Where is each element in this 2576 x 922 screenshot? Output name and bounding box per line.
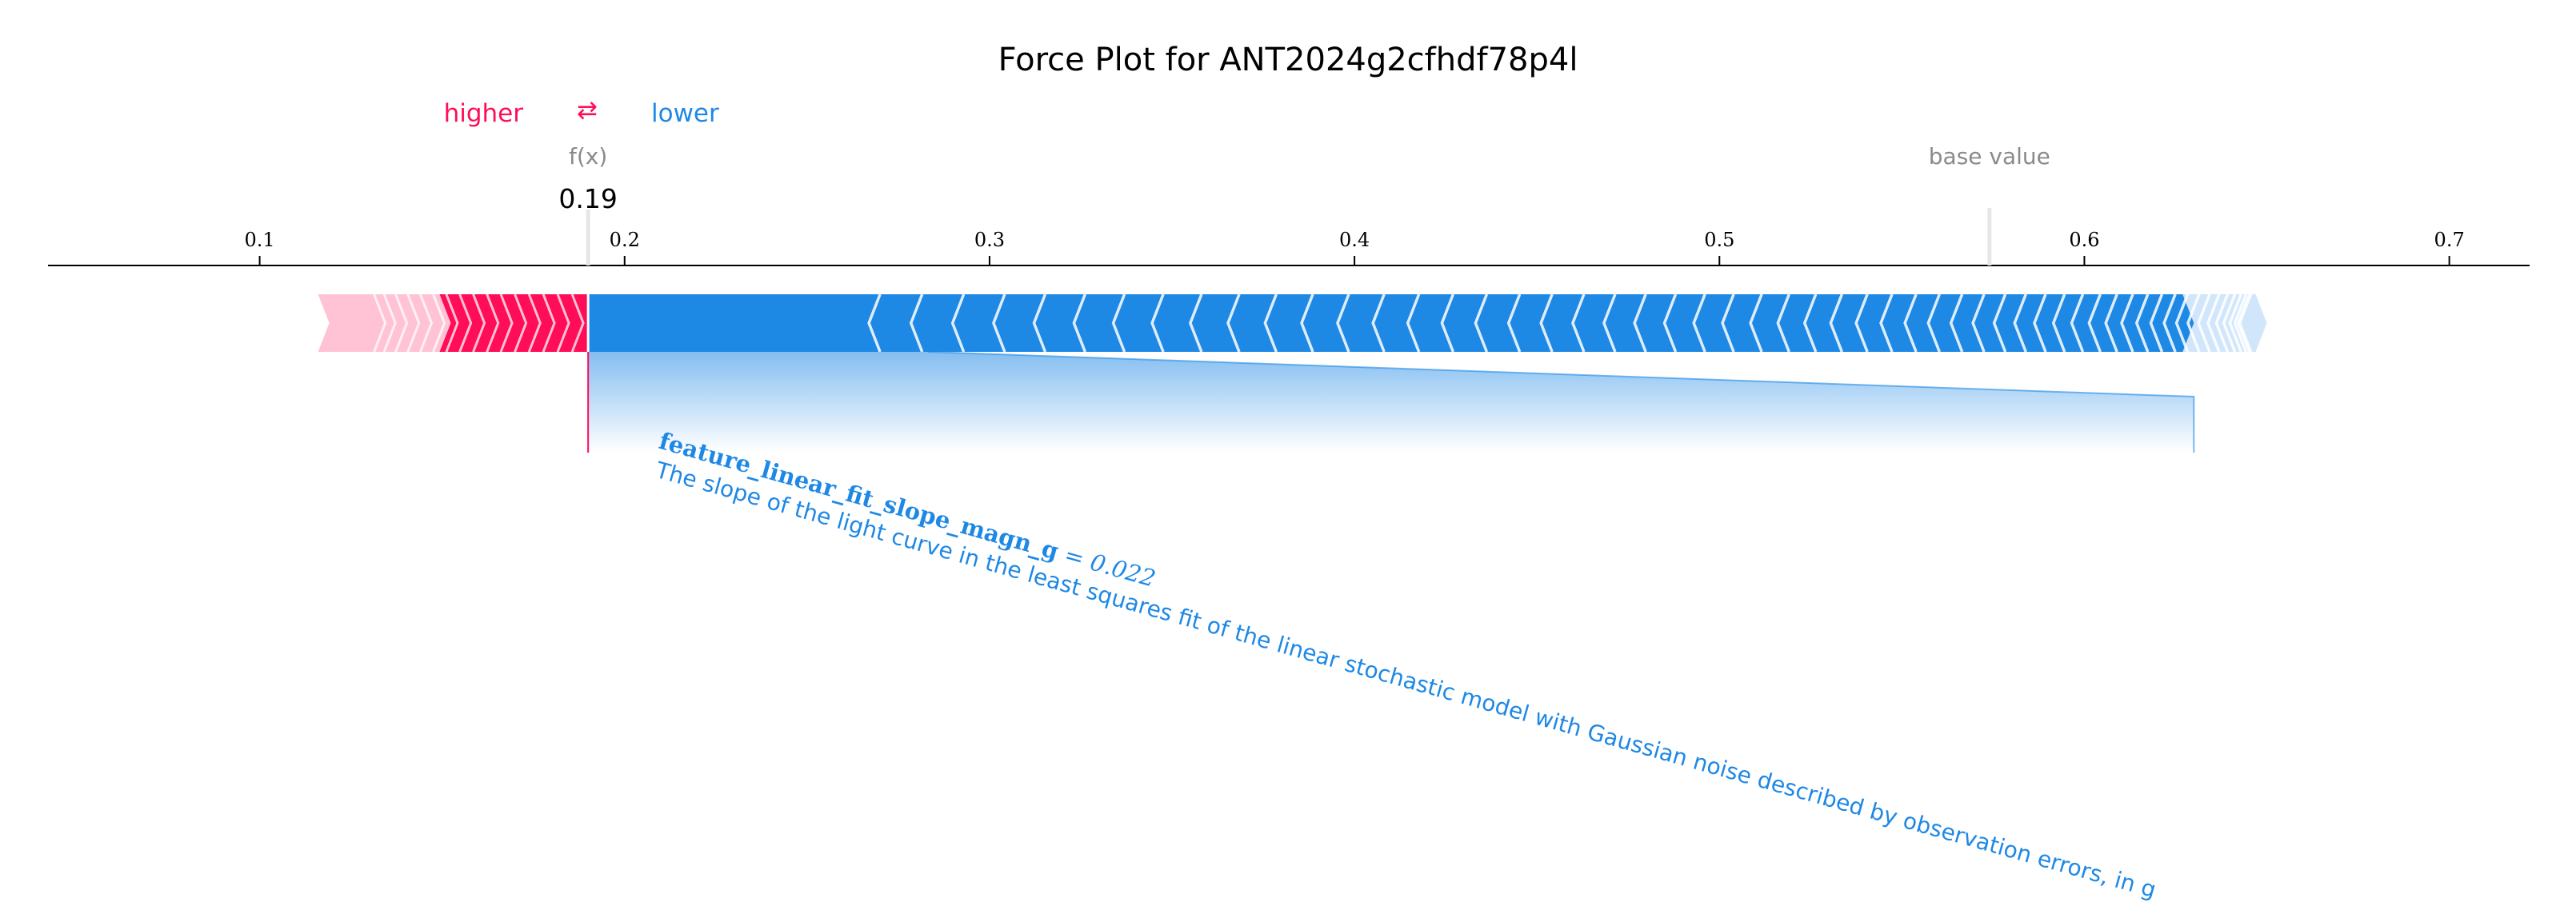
negative-chevron bbox=[1263, 293, 1278, 353]
negative-chevron bbox=[1802, 293, 1818, 353]
positive-chevron bbox=[556, 293, 570, 353]
negative-chevron bbox=[1602, 293, 1617, 353]
negative-chevron bbox=[1949, 293, 1964, 353]
negative-chevron bbox=[1992, 293, 2007, 353]
feature-description: The slope of the light curve in the leas… bbox=[652, 457, 2159, 904]
positive-chevron bbox=[432, 293, 446, 353]
negative-chevron bbox=[2222, 293, 2237, 353]
positive-chevron bbox=[570, 293, 585, 353]
negative-chevron bbox=[2134, 293, 2150, 353]
positive-chevron bbox=[419, 293, 434, 353]
x-tick-label: 0.7 bbox=[2434, 229, 2465, 251]
negative-chevron bbox=[1662, 293, 1678, 353]
negative-chevron bbox=[1879, 293, 1894, 353]
negative-chevron bbox=[1854, 293, 1869, 353]
negative-chevron bbox=[2238, 293, 2253, 353]
negative-chevron bbox=[1032, 293, 1047, 353]
positive-chevron bbox=[472, 293, 486, 353]
positive-chevron bbox=[394, 293, 409, 353]
negative-chevron bbox=[909, 293, 924, 353]
negative-chevron bbox=[2197, 293, 2211, 353]
positive-chevron bbox=[445, 293, 459, 353]
negative-chevron bbox=[1633, 293, 1647, 353]
negative-chevron bbox=[1072, 293, 1087, 353]
negative-chevron bbox=[1926, 293, 1941, 353]
negative-chevron bbox=[2228, 293, 2242, 353]
x-tick-label: 0.2 bbox=[610, 229, 640, 251]
negative-chevron bbox=[1539, 293, 1554, 353]
negative-chevron bbox=[1406, 293, 1421, 353]
negative-chevron bbox=[2149, 293, 2164, 353]
negative-chevron bbox=[2087, 293, 2102, 353]
base-value-label: base value bbox=[1929, 143, 2050, 170]
positive-bar bbox=[439, 294, 589, 352]
negative-chevron bbox=[1721, 293, 1735, 353]
negative-chevron bbox=[2186, 293, 2201, 353]
positive-chevron bbox=[382, 293, 397, 353]
negative-chevron bbox=[2051, 293, 2066, 353]
x-tick-label: 0.6 bbox=[2069, 229, 2099, 251]
negative-chevron bbox=[1971, 293, 1986, 353]
negative-chevron bbox=[1440, 293, 1455, 353]
negative-bar bbox=[588, 294, 2194, 352]
negative-chevron bbox=[2033, 293, 2047, 353]
x-tick-label: 0.1 bbox=[244, 229, 274, 251]
feature-annotation: feature_linear_fit_slope_magn_g = 0.022 … bbox=[652, 427, 2159, 903]
positive-chevron bbox=[373, 293, 387, 353]
legend-arrows-icon: ⇄ bbox=[577, 96, 598, 125]
negative-chevron bbox=[2174, 293, 2190, 353]
negative-chevron bbox=[1776, 293, 1790, 353]
negative-chevron bbox=[867, 293, 882, 353]
fx-value: 0.19 bbox=[558, 183, 617, 214]
negative-chevron bbox=[2214, 293, 2230, 353]
force-bars bbox=[318, 293, 2267, 453]
positive-chevron bbox=[486, 293, 500, 353]
negative-chevron bbox=[1188, 293, 1203, 353]
negative-chevron bbox=[1300, 293, 1314, 353]
negative-chevron bbox=[2104, 293, 2118, 353]
legend: higher ⇄ lower bbox=[444, 96, 719, 128]
negative-chevron bbox=[1829, 293, 1843, 353]
feature-contribution-outline bbox=[928, 351, 2195, 453]
fx-label: f(x) bbox=[569, 143, 607, 170]
positive-chevron bbox=[458, 293, 473, 353]
negative-chevron bbox=[2236, 293, 2251, 353]
negative-chevron bbox=[2070, 293, 2085, 353]
negative-chevron bbox=[1474, 293, 1489, 353]
legend-higher-label: higher bbox=[444, 99, 524, 128]
x-tick-label: 0.4 bbox=[1339, 229, 1370, 251]
negative-chevron bbox=[2206, 293, 2221, 353]
negative-chevron bbox=[1692, 293, 1706, 353]
negative-chevron bbox=[1506, 293, 1522, 353]
negative-chevron bbox=[1336, 293, 1350, 353]
positive-chevron bbox=[542, 293, 556, 353]
legend-lower-label: lower bbox=[651, 99, 719, 128]
negative-chevron bbox=[1111, 293, 1126, 353]
positive-chevron bbox=[406, 293, 421, 353]
negative-chevron bbox=[1150, 293, 1165, 353]
positive-chevron bbox=[527, 293, 542, 353]
positive-chevron bbox=[514, 293, 528, 353]
negative-chevron bbox=[950, 293, 966, 353]
chart-title: Force Plot for ANT2024g2cfhdf78p4l bbox=[998, 42, 1578, 78]
negative-chevron bbox=[1226, 293, 1241, 353]
positive-chevron bbox=[499, 293, 514, 353]
negative-chevron bbox=[2120, 293, 2134, 353]
negative-chevron bbox=[992, 293, 1006, 353]
x-axis: 0.1 0.2 0.3 0.4 0.5 0.6 0.7 bbox=[48, 208, 2530, 266]
negative-chevron bbox=[1903, 293, 1918, 353]
negative-chevron bbox=[1371, 293, 1386, 353]
negative-chevron bbox=[2162, 293, 2177, 353]
negative-chevron bbox=[2013, 293, 2027, 353]
negative-chevron bbox=[1571, 293, 1586, 353]
x-tick-label: 0.3 bbox=[974, 229, 1005, 251]
negative-chevron bbox=[1749, 293, 1763, 353]
x-tick-label: 0.5 bbox=[1704, 229, 1734, 251]
negative-chevron bbox=[2233, 293, 2248, 353]
feature-contribution-fan bbox=[588, 352, 2194, 453]
